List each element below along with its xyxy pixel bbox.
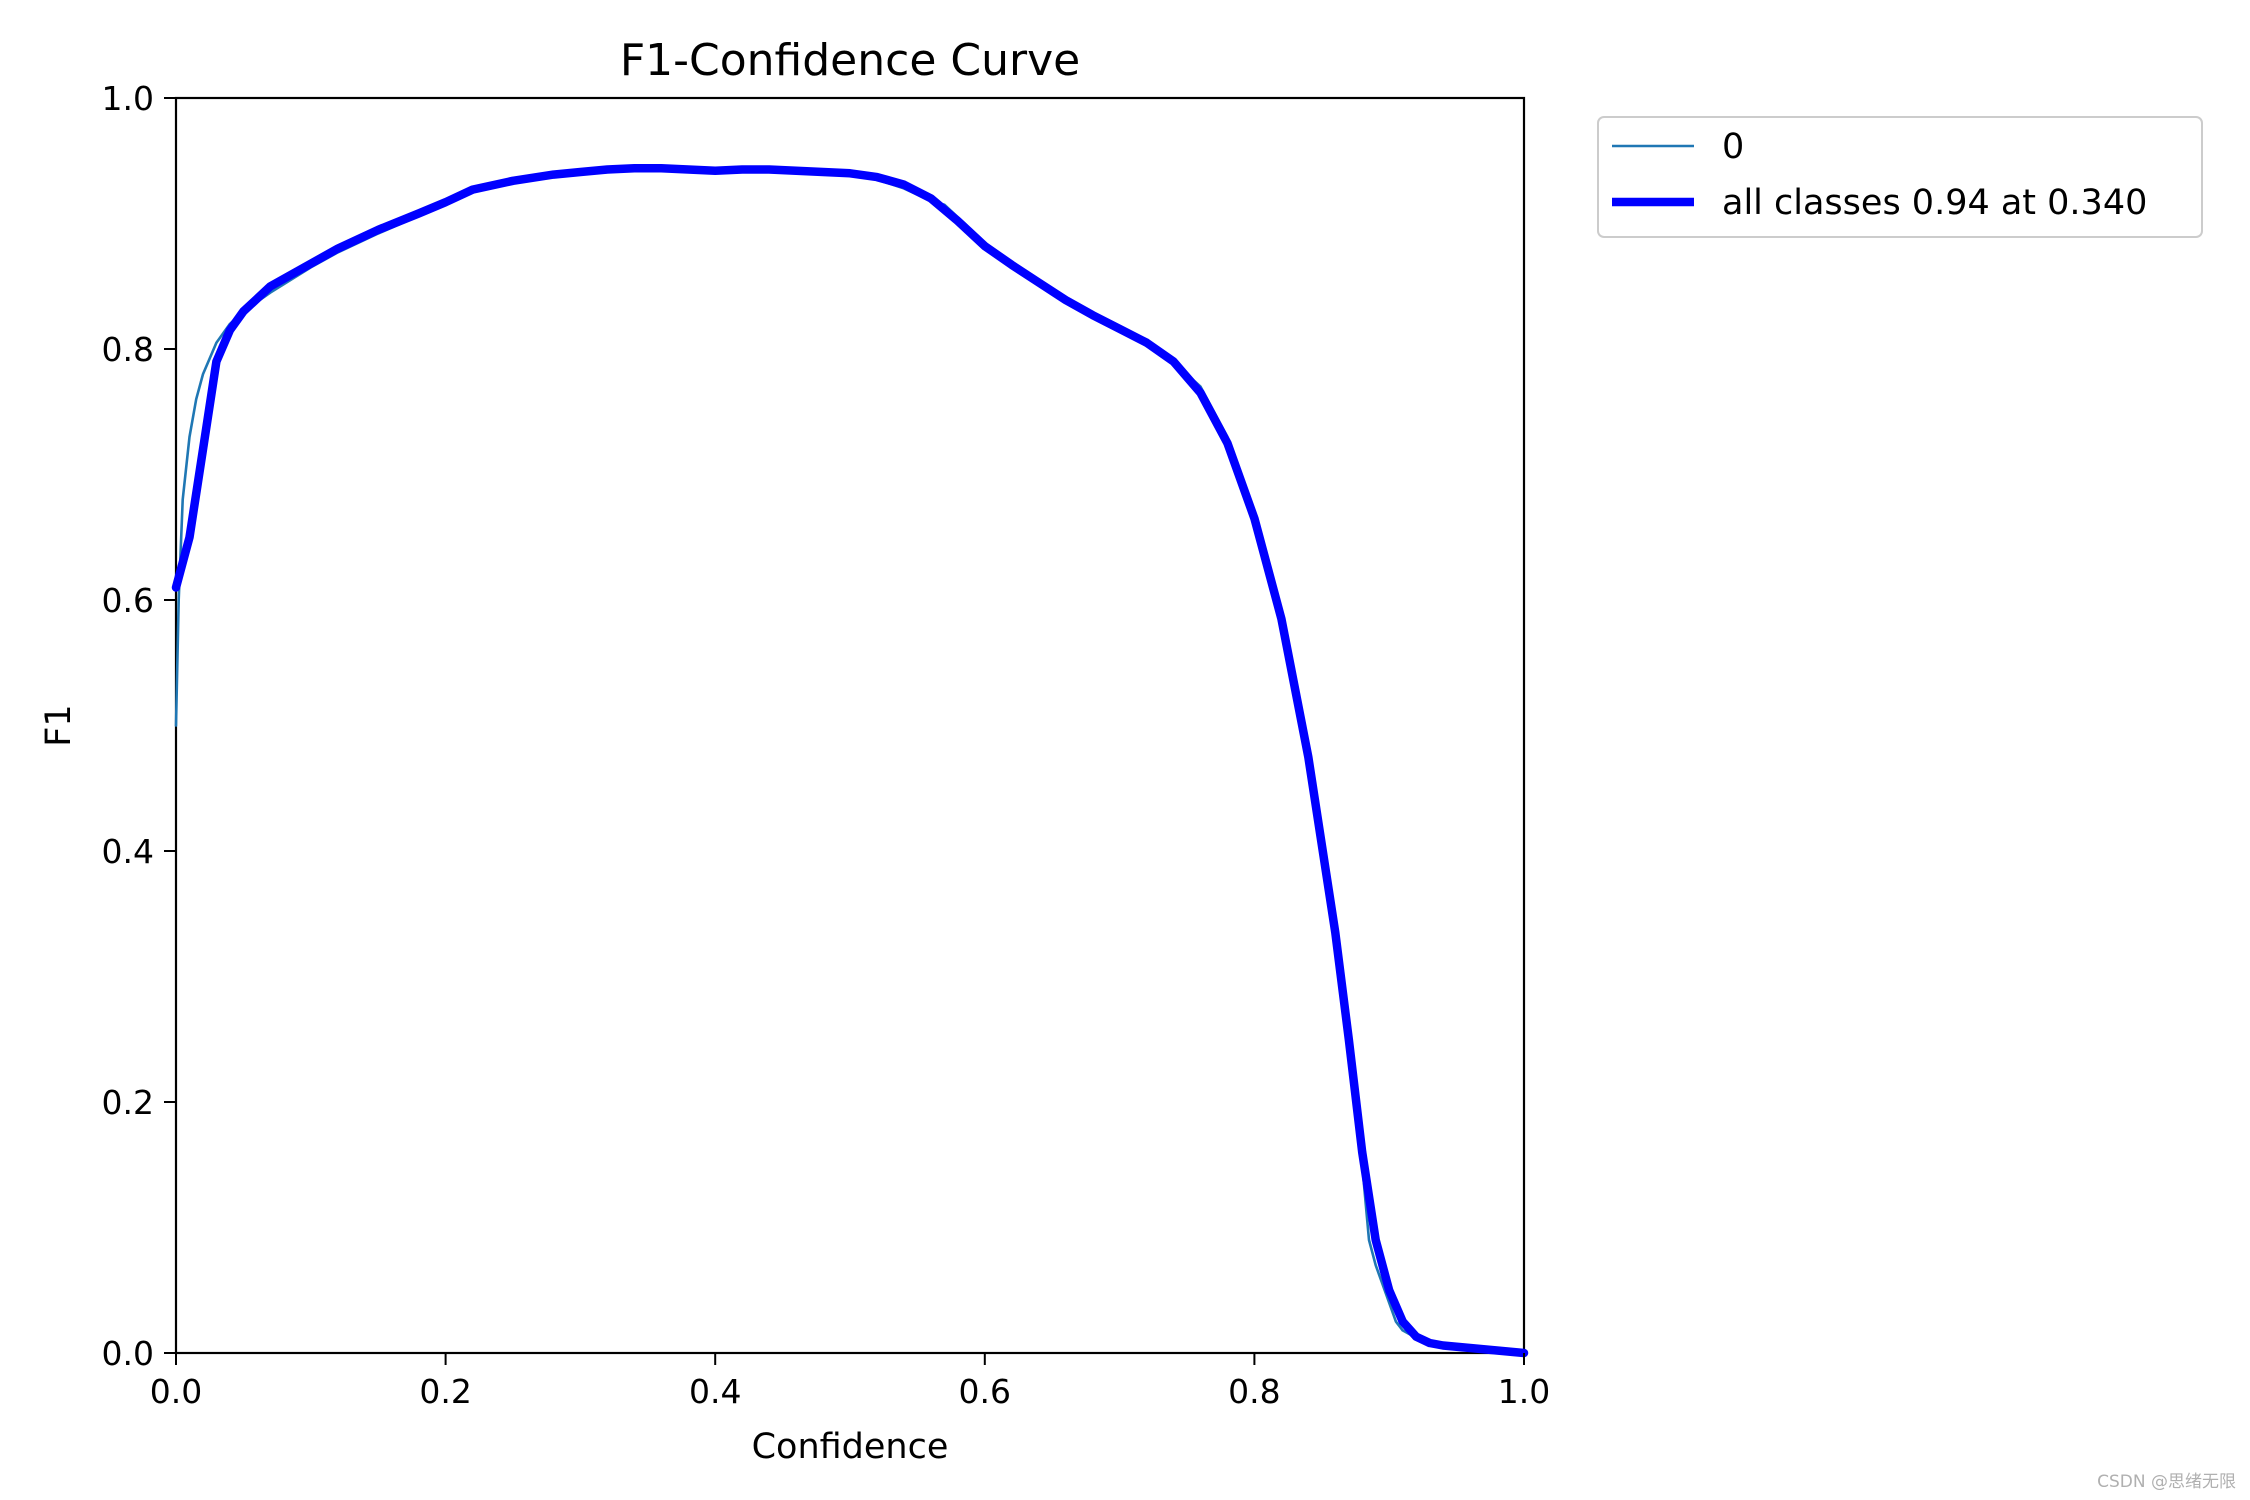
x-tick-label: 0.0 (150, 1372, 202, 1411)
y-axis-title: F1 (39, 704, 79, 746)
legend: 0 all classes 0.94 at 0.340 (1597, 116, 2203, 238)
plot-border (174, 96, 1526, 1355)
series-line-1 (171, 164, 1529, 1358)
x-axis-title: Confidence (752, 1427, 949, 1467)
y-tick-label: 1.0 (102, 79, 154, 118)
x-tick-label: 0.6 (959, 1372, 1011, 1411)
y-tick-label: 0.2 (102, 1083, 154, 1122)
axis-ticks: 0.0 0.2 0.4 0.6 0.8 1.0 0.0 0.2 0.4 0.6 0.8 1.0 (102, 79, 1551, 1411)
chart-title: F1-Confidence Curve (620, 35, 1080, 86)
plot-area (174, 96, 1526, 1355)
y-tick-label: 0.0 (102, 1334, 154, 1373)
y-tick-label: 0.6 (102, 581, 154, 620)
x-tick-label: 1.0 (1498, 1372, 1550, 1411)
legend-label-0: 0 (1722, 127, 1744, 167)
watermark: CSDN @思绪无限 (2097, 1472, 2236, 1492)
x-tick-label: 0.4 (689, 1372, 741, 1411)
series-layer (171, 164, 1529, 1358)
x-tick-label: 0.8 (1228, 1372, 1280, 1411)
legend-label-1: all classes 0.94 at 0.340 (1722, 183, 2147, 223)
y-tick-label: 0.8 (102, 330, 154, 369)
x-tick-label: 0.2 (419, 1372, 471, 1411)
y-tick-label: 0.4 (102, 832, 154, 871)
legend-frame (1597, 116, 2203, 238)
